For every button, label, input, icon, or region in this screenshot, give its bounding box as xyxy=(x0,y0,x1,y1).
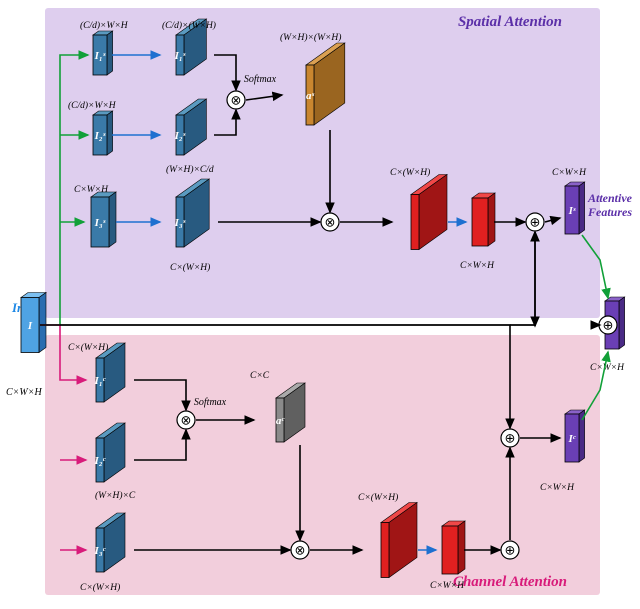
add-channel-glyph: ⊕ xyxy=(505,543,516,558)
label: C×W×H xyxy=(552,168,587,178)
cube-side xyxy=(39,293,46,353)
label: C×W×H xyxy=(430,581,465,591)
spatial-title: Spatial Attention xyxy=(458,14,562,30)
Ic-out: Iᶜ xyxy=(567,433,576,445)
cube-side xyxy=(458,521,465,574)
Is-out: Iˢ xyxy=(568,205,576,217)
input-cube: I xyxy=(27,320,33,332)
matmul-spatial-2-glyph: ⊗ xyxy=(325,215,336,230)
cube-side xyxy=(619,297,625,349)
ac: aᶜ xyxy=(276,415,286,427)
label: C×W×H xyxy=(540,483,575,493)
I2s: I₂ˢ xyxy=(94,130,106,142)
I1s: I₁ˢ xyxy=(94,50,106,62)
label: C×(W×H) xyxy=(390,167,430,178)
attn-label2: Features xyxy=(587,205,632,219)
cube-face xyxy=(411,195,419,250)
I1s_r: I₁ˢ xyxy=(174,50,186,62)
label: (W×H)×C xyxy=(95,490,136,501)
label: C×(W×H) xyxy=(358,492,398,503)
as: aˢ xyxy=(306,90,315,102)
cube-side xyxy=(107,111,113,155)
I3s: I₃ˢ xyxy=(94,217,106,229)
matmul-spatial-1-glyph: ⊗ xyxy=(231,93,242,108)
I1c: I₁ᶜ xyxy=(94,375,107,387)
channel-title: Channel Attention xyxy=(453,574,567,590)
label: (W×H)×(W×H) xyxy=(280,32,341,43)
I3s_r: I₃ˢ xyxy=(174,217,186,229)
label: C×(W×H) xyxy=(170,262,210,273)
cube-face xyxy=(472,198,488,246)
matmul-channel-1-glyph: ⊗ xyxy=(181,413,192,428)
softmax-s: Softmax xyxy=(244,74,277,85)
cube-side xyxy=(107,31,113,75)
input-dim: C×W×H xyxy=(6,387,42,398)
label: C×W×H xyxy=(460,261,495,271)
add-channel-2-glyph: ⊕ xyxy=(505,431,516,446)
label: C×(W×H) xyxy=(68,342,108,353)
label: (C/d)×(W×H) xyxy=(162,20,216,31)
label: (C/d)×W×H xyxy=(68,100,117,111)
add-spatial-glyph: ⊕ xyxy=(530,215,541,230)
cube-side xyxy=(488,193,495,246)
label: C×C xyxy=(250,371,270,381)
attn-label1: Attentive xyxy=(587,191,633,205)
label: C×(W×H) xyxy=(80,582,120,593)
add-final-glyph: ⊕ xyxy=(603,318,614,333)
label: C×W×H xyxy=(74,185,109,195)
cube-face xyxy=(442,526,458,574)
label: (C/d)×W×H xyxy=(80,20,129,31)
label: (W×H)×C/d xyxy=(166,164,214,175)
I2c: I₂ᶜ xyxy=(94,455,107,467)
cube-face xyxy=(381,523,389,578)
cube-side xyxy=(579,182,585,234)
matmul-channel-2-glyph: ⊗ xyxy=(295,543,306,558)
label: C×W×H xyxy=(590,363,625,373)
cube-side xyxy=(109,192,116,247)
I2s_r: I₂ˢ xyxy=(174,130,186,142)
I3c: I₃ᶜ xyxy=(94,545,107,557)
softmax-c: Softmax xyxy=(194,397,227,408)
